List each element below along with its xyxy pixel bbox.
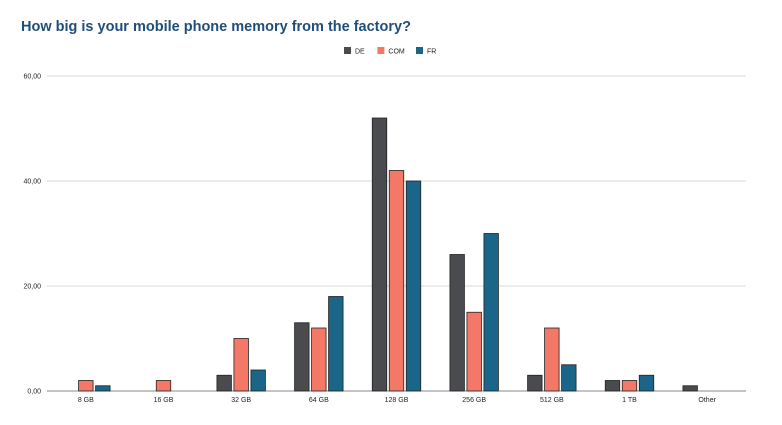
legend: DE COM FR xyxy=(344,47,436,56)
y-tick-label: 60,00 xyxy=(23,74,41,81)
x-tick-label: 128 GB xyxy=(385,397,409,404)
legend-label-com: COM xyxy=(388,49,405,56)
bar-com xyxy=(388,170,405,392)
bar-de xyxy=(682,385,698,392)
bar-com xyxy=(311,327,327,392)
bar-com xyxy=(155,380,172,392)
legend-label-fr: FR xyxy=(427,49,436,56)
bar-fr xyxy=(483,233,499,392)
bar-com xyxy=(621,380,638,392)
legend-swatch-com xyxy=(377,47,385,54)
x-tick-label: Other xyxy=(698,397,716,404)
bar-fr xyxy=(250,369,266,392)
bar-fr xyxy=(638,374,655,392)
bar-com xyxy=(233,338,249,392)
bar-fr xyxy=(561,364,577,392)
legend-swatch-fr xyxy=(416,47,423,54)
x-tick-label: 512 GB xyxy=(540,397,564,404)
x-tick-label: 32 GB xyxy=(231,397,251,404)
y-axis-ticks: 0,00 20,00 40,00 60,00 xyxy=(23,74,41,396)
x-tick-label: 64 GB xyxy=(309,397,329,404)
bar-fr xyxy=(95,385,111,392)
x-tick-label: 8 GB xyxy=(78,397,94,404)
x-axis-ticks: 8 GB 16 GB 32 GB 64 GB 128 GB 256 GB 512 GB 1 T… xyxy=(78,397,717,404)
bars xyxy=(78,117,698,392)
bar-de xyxy=(371,117,388,392)
legend-label-de: DE xyxy=(355,49,365,56)
bar-de xyxy=(294,322,310,392)
bar-com xyxy=(466,311,482,392)
y-tick-label: 0,00 xyxy=(27,389,41,396)
bar-de xyxy=(216,374,232,392)
bar-fr xyxy=(328,296,344,392)
bar-de xyxy=(449,254,465,392)
bar-com xyxy=(544,327,560,392)
y-tick-label: 20,00 xyxy=(23,284,41,291)
x-tick-label: 1 TB xyxy=(622,397,637,404)
y-tick-label: 40,00 xyxy=(23,179,41,186)
x-tick-label: 16 GB xyxy=(154,397,174,404)
bar-com xyxy=(78,380,94,392)
x-tick-label: 256 GB xyxy=(462,397,486,404)
bar-de xyxy=(604,380,621,392)
chart-title: How big is your mobile phone memory from… xyxy=(21,19,411,35)
bar-fr xyxy=(405,180,422,392)
bar-de xyxy=(527,374,543,392)
legend-swatch-de xyxy=(344,47,351,54)
